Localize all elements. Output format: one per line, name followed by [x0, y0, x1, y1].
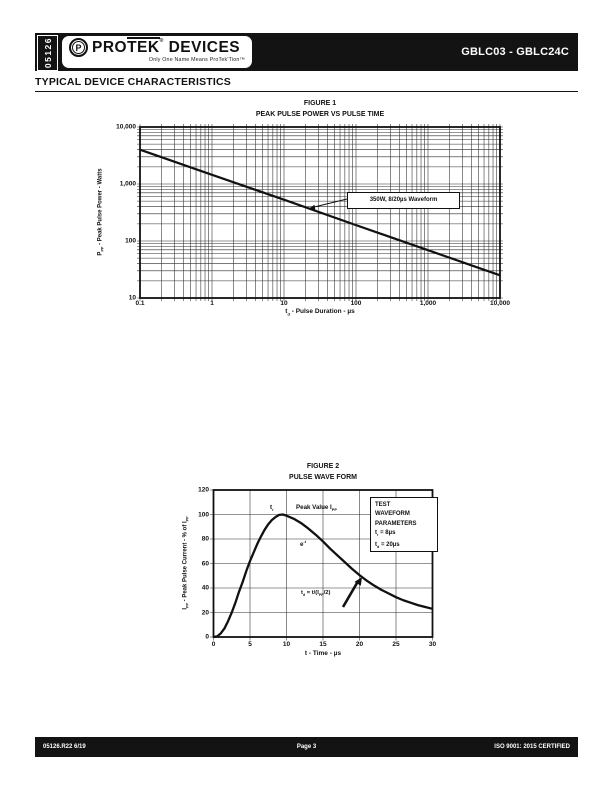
figure1-y-axis-label: PPP - Peak Pulse Power - Watts [97, 168, 105, 256]
logo-tagline: Only One Name Means ProTek'Tion™ [148, 57, 245, 63]
axis-tick-label: 0.1 [135, 300, 145, 307]
axis-tick-label: 25 [392, 641, 400, 648]
figure1-title: FIGURE 1 [303, 100, 337, 107]
axis-tick-label: 100 [350, 300, 362, 307]
figure2-rise-time-annotation: tr [270, 504, 274, 513]
axis-tick-label: 5 [248, 641, 252, 648]
figure2-chart [210, 489, 434, 641]
axis-tick-label: 40 [201, 584, 209, 592]
footer-bar: 05126.R22 6/19 Page 3 ISO 9001: 2015 CER… [35, 737, 578, 757]
section-title-rule [35, 90, 578, 93]
figure2-title-block: FIGURE 2 PULSE WAVE FORM [213, 461, 433, 483]
figure2-peak-value-annotation: Peak Value IPP [296, 504, 337, 513]
figure1-title-block: FIGURE 1 PEAK PULSE POWER VS PULSE TIME [140, 98, 500, 120]
footer-page-number: Page 3 [296, 744, 317, 750]
axis-tick-label: 0 [205, 633, 209, 641]
figure1-x-axis-label: td - Pulse Duration - µs [285, 308, 355, 317]
axis-tick-label: 10 [128, 294, 136, 302]
figure2-duration-annotation: td = t/(IPP/2) [301, 590, 331, 598]
axis-tick-label: 80 [201, 535, 209, 543]
figure2-x-axis-label: t - Time - µs [304, 650, 342, 657]
axis-tick-label: 60 [201, 560, 209, 567]
axis-tick-label: 0 [211, 641, 216, 648]
axis-tick-label: 1 [210, 300, 214, 307]
axis-tick-label: 15 [319, 641, 327, 648]
axis-tick-label: 100 [198, 511, 209, 518]
axis-tick-label: 30 [428, 641, 437, 648]
section-title: TYPICAL DEVICE CHARACTERISTICS [35, 76, 231, 88]
axis-tick-label: 10 [280, 300, 288, 307]
doc-number-text: 05126 [42, 37, 53, 69]
figure2-subtitle: PULSE WAVE FORM [289, 474, 357, 481]
footer-doc-revision: 05126.R22 6/19 [43, 744, 86, 750]
axis-tick-label: 10,000 [490, 300, 510, 307]
part-number-range: GBLC03 - GBLC24C [461, 46, 569, 58]
figure2-test-parameters-box: TEST WAVEFORM PARAMETERS tr = 8µs td = 2… [370, 497, 438, 552]
protek-circled-p-icon: P [69, 38, 88, 57]
header-bar: 05126 P PROTEK® DEVICES Only One Name Me… [35, 33, 578, 71]
doc-number-vertical: 05126 [37, 35, 58, 71]
axis-tick-label: 1,000 [119, 180, 136, 188]
test-param-td: td = 20µs [375, 542, 400, 550]
test-param-tr: tr = 8µs [375, 530, 396, 538]
figure2-title: FIGURE 2 [306, 463, 340, 470]
axis-tick-label: 10,000 [116, 123, 136, 131]
figure1-subtitle: PEAK PULSE POWER VS PULSE TIME [255, 111, 385, 118]
axis-tick-label: 100 [125, 237, 136, 245]
registered-mark: ® [159, 38, 164, 44]
axis-tick-label: 20 [201, 609, 209, 616]
axis-tick-label: 1,000 [419, 300, 437, 307]
axis-tick-label: 120 [198, 486, 209, 494]
axis-tick-label: 20 [355, 641, 364, 648]
figure2-y-axis-label: IPP - Peak Pulse Current - % of IPP [182, 516, 190, 610]
figure1-chart [137, 124, 503, 301]
logo-wordmark: PROTEK® DEVICES [92, 37, 241, 56]
figure2-exp-decay-annotation: e-t [300, 540, 307, 549]
figure1-waveform-callout: 350W, 8/20µs Waveform [347, 192, 460, 209]
footer-certification: ISO 9001: 2015 CERTIFIED [494, 744, 570, 750]
protek-devices-logo: P PROTEK® DEVICES Only One Name Means Pr… [62, 36, 252, 68]
axis-tick-label: 10 [282, 641, 291, 648]
